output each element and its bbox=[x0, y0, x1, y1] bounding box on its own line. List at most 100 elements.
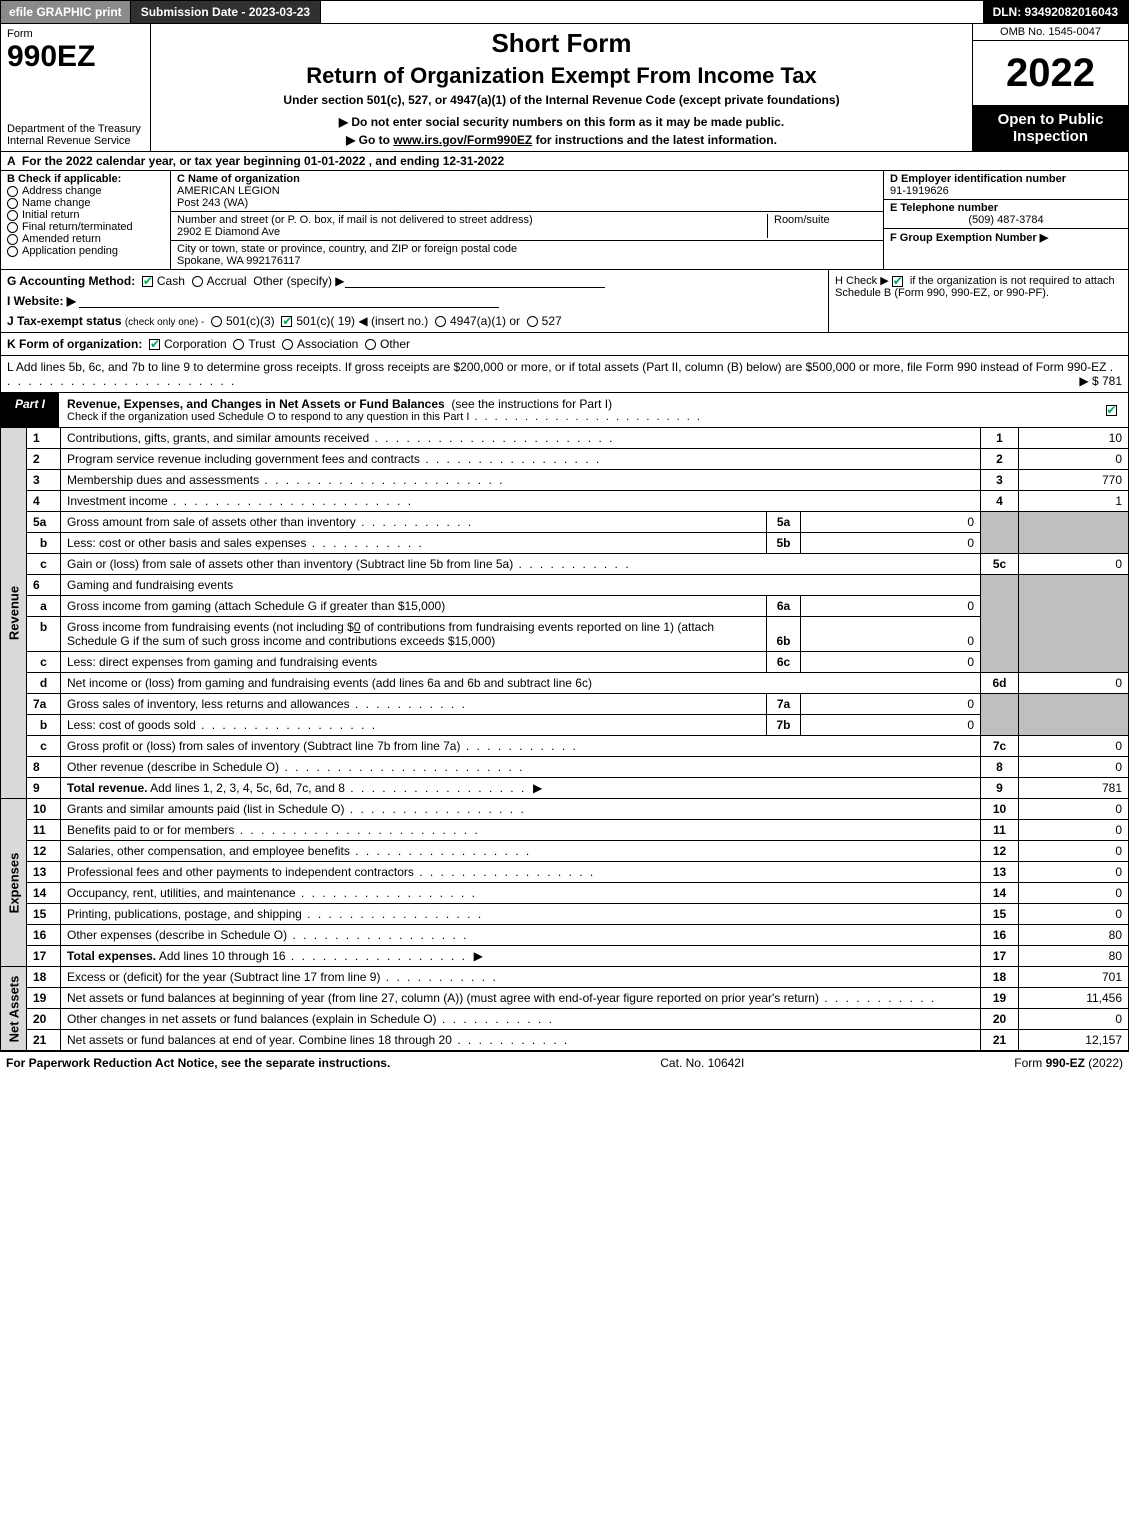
rb-4947[interactable] bbox=[435, 316, 446, 327]
dln-badge: DLN: 93492082016043 bbox=[983, 1, 1128, 23]
website-input[interactable] bbox=[79, 294, 499, 308]
cb-amended-return[interactable]: Amended return bbox=[7, 233, 164, 245]
cb-corp[interactable] bbox=[149, 339, 160, 350]
rb-501c3[interactable] bbox=[211, 316, 222, 327]
header-right: OMB No. 1545-0047 2022 Open to Public In… bbox=[973, 24, 1128, 151]
line-20: 20Other changes in net assets or fund ba… bbox=[27, 1009, 1129, 1030]
omb-number: OMB No. 1545-0047 bbox=[973, 24, 1128, 41]
line-8: 8Other revenue (describe in Schedule O)8… bbox=[27, 757, 1129, 778]
line-5a: 5aGross amount from sale of assets other… bbox=[27, 512, 1129, 533]
line-6c: cLess: direct expenses from gaming and f… bbox=[27, 652, 1129, 673]
part-i-sub: Check if the organization used Schedule … bbox=[67, 411, 1090, 423]
irs-link[interactable]: www.irs.gov/Form990EZ bbox=[393, 133, 532, 147]
ghij-left: G Accounting Method: Cash Accrual Other … bbox=[1, 270, 828, 332]
f-label: F Group Exemption Number ▶ bbox=[890, 232, 1048, 244]
line-i: I Website: ▶ bbox=[7, 294, 822, 308]
rb-assoc[interactable] bbox=[282, 339, 293, 350]
line-9: 9Total revenue. Total revenue. Add lines… bbox=[27, 778, 1129, 799]
line-6d: dNet income or (loss) from gaming and fu… bbox=[27, 673, 1129, 694]
footer-left: For Paperwork Reduction Act Notice, see … bbox=[6, 1056, 390, 1070]
section-b: B Check if applicable: Address change Na… bbox=[1, 171, 171, 269]
cb-cash[interactable] bbox=[142, 276, 153, 287]
j-o2: 501(c)( 19) ◀ (insert no.) bbox=[296, 314, 428, 328]
d-ein: D Employer identification number 91-1919… bbox=[884, 171, 1128, 200]
department-label: Department of the Treasury Internal Reve… bbox=[7, 123, 144, 147]
cb-501c[interactable] bbox=[281, 316, 292, 327]
c-city-label: City or town, state or province, country… bbox=[177, 243, 517, 255]
rb-527[interactable] bbox=[527, 316, 538, 327]
open-to-public: Open to Public Inspection bbox=[973, 105, 1128, 151]
line-a-body: For the 2022 calendar year, or tax year … bbox=[22, 154, 504, 168]
submission-date-badge: Submission Date - 2023-03-23 bbox=[131, 1, 321, 23]
g-cash: Cash bbox=[157, 274, 185, 288]
form-header: Form 990EZ Department of the Treasury In… bbox=[0, 24, 1129, 152]
expenses-side-label: Expenses bbox=[0, 799, 26, 967]
g-label: G Accounting Method: bbox=[7, 274, 135, 288]
b-header: B Check if applicable: bbox=[7, 173, 164, 185]
line-17: 17Total expenses. Add lines 10 through 1… bbox=[27, 946, 1129, 967]
cb-address-change[interactable]: Address change bbox=[7, 185, 164, 197]
cb-accrual[interactable] bbox=[192, 276, 203, 287]
cb-name-change[interactable]: Name change bbox=[7, 197, 164, 209]
revenue-table: 1Contributions, gifts, grants, and simil… bbox=[26, 428, 1129, 799]
line-19: 19Net assets or fund balances at beginni… bbox=[27, 988, 1129, 1009]
org-street: 2902 E Diamond Ave bbox=[177, 226, 280, 238]
phone-value: (509) 487-3784 bbox=[890, 214, 1122, 226]
k-o1: Corporation bbox=[164, 337, 227, 351]
expenses-table: 10Grants and similar amounts paid (list … bbox=[26, 799, 1129, 967]
cb-h[interactable] bbox=[892, 276, 903, 287]
line-h: H Check ▶ if the organization is not req… bbox=[828, 270, 1128, 332]
cb-final-return[interactable]: Final return/terminated bbox=[7, 221, 164, 233]
j-o3: 4947(a)(1) or bbox=[450, 314, 520, 328]
under-section-text: Under section 501(c), 527, or 4947(a)(1)… bbox=[159, 93, 964, 107]
j-sub: (check only one) - bbox=[125, 317, 204, 328]
k-label: K Form of organization: bbox=[7, 337, 142, 351]
form-label: Form bbox=[7, 28, 144, 40]
rb-other[interactable] bbox=[365, 339, 376, 350]
c-street-row: Number and street (or P. O. box, if mail… bbox=[171, 212, 883, 241]
line-5b: bLess: cost or other basis and sales exp… bbox=[27, 533, 1129, 554]
f-group-exemption: F Group Exemption Number ▶ bbox=[884, 229, 1128, 269]
g-other: Other (specify) ▶ bbox=[253, 274, 344, 288]
line-12: 12Salaries, other compensation, and empl… bbox=[27, 841, 1129, 862]
line-j: J Tax-exempt status (check only one) - 5… bbox=[7, 314, 822, 328]
rb-trust[interactable] bbox=[233, 339, 244, 350]
line-5c: cGain or (loss) from sale of assets othe… bbox=[27, 554, 1129, 575]
page-footer: For Paperwork Reduction Act Notice, see … bbox=[0, 1051, 1129, 1074]
line-10: 10Grants and similar amounts paid (list … bbox=[27, 799, 1129, 820]
line-l: L Add lines 5b, 6c, and 7b to line 9 to … bbox=[0, 356, 1129, 393]
e-phone: E Telephone number (509) 487-3784 bbox=[884, 200, 1128, 229]
line-6b: bGross income from fundraising events (n… bbox=[27, 617, 1129, 652]
line-1: 1Contributions, gifts, grants, and simil… bbox=[27, 428, 1129, 449]
section-c: C Name of organization AMERICAN LEGION P… bbox=[171, 171, 883, 269]
room-label: Room/suite bbox=[774, 214, 830, 226]
section-bcdef: B Check if applicable: Address change Na… bbox=[0, 171, 1129, 270]
ssn-warning: ▶ Do not enter social security numbers o… bbox=[159, 115, 964, 129]
line-7a: 7aGross sales of inventory, less returns… bbox=[27, 694, 1129, 715]
line-16: 16Other expenses (describe in Schedule O… bbox=[27, 925, 1129, 946]
g-accrual: Accrual bbox=[207, 274, 247, 288]
cb-initial-return[interactable]: Initial return bbox=[7, 209, 164, 221]
line-15: 15Printing, publications, postage, and s… bbox=[27, 904, 1129, 925]
section-def: D Employer identification number 91-1919… bbox=[883, 171, 1128, 269]
cb-application-pending[interactable]: Application pending bbox=[7, 245, 164, 257]
line-k: K Form of organization: Corporation Trus… bbox=[0, 333, 1129, 356]
l-text: L Add lines 5b, 6c, and 7b to line 9 to … bbox=[7, 360, 1106, 374]
part-i-title-wrap: Revenue, Expenses, and Changes in Net As… bbox=[59, 393, 1098, 427]
g-other-input[interactable] bbox=[345, 274, 605, 288]
cb-parti[interactable] bbox=[1106, 405, 1117, 416]
j-label: J Tax-exempt status bbox=[7, 314, 122, 328]
efile-print-button[interactable]: efile GRAPHIC print bbox=[1, 1, 131, 23]
line-2: 2Program service revenue including gover… bbox=[27, 449, 1129, 470]
k-o2: Trust bbox=[248, 337, 275, 351]
e-label: E Telephone number bbox=[890, 202, 998, 214]
section-ghij: G Accounting Method: Cash Accrual Other … bbox=[0, 270, 1129, 333]
ein-value: 91-1919626 bbox=[890, 185, 949, 197]
j-o1: 501(c)(3) bbox=[226, 314, 275, 328]
part-i-check[interactable] bbox=[1098, 393, 1128, 427]
line-7b: bLess: cost of goods sold7b0 bbox=[27, 715, 1129, 736]
part-i-header: Part I Revenue, Expenses, and Changes in… bbox=[0, 393, 1129, 428]
k-o4: Other bbox=[380, 337, 410, 351]
line-21: 21Net assets or fund balances at end of … bbox=[27, 1030, 1129, 1051]
line-11: 11Benefits paid to or for members110 bbox=[27, 820, 1129, 841]
